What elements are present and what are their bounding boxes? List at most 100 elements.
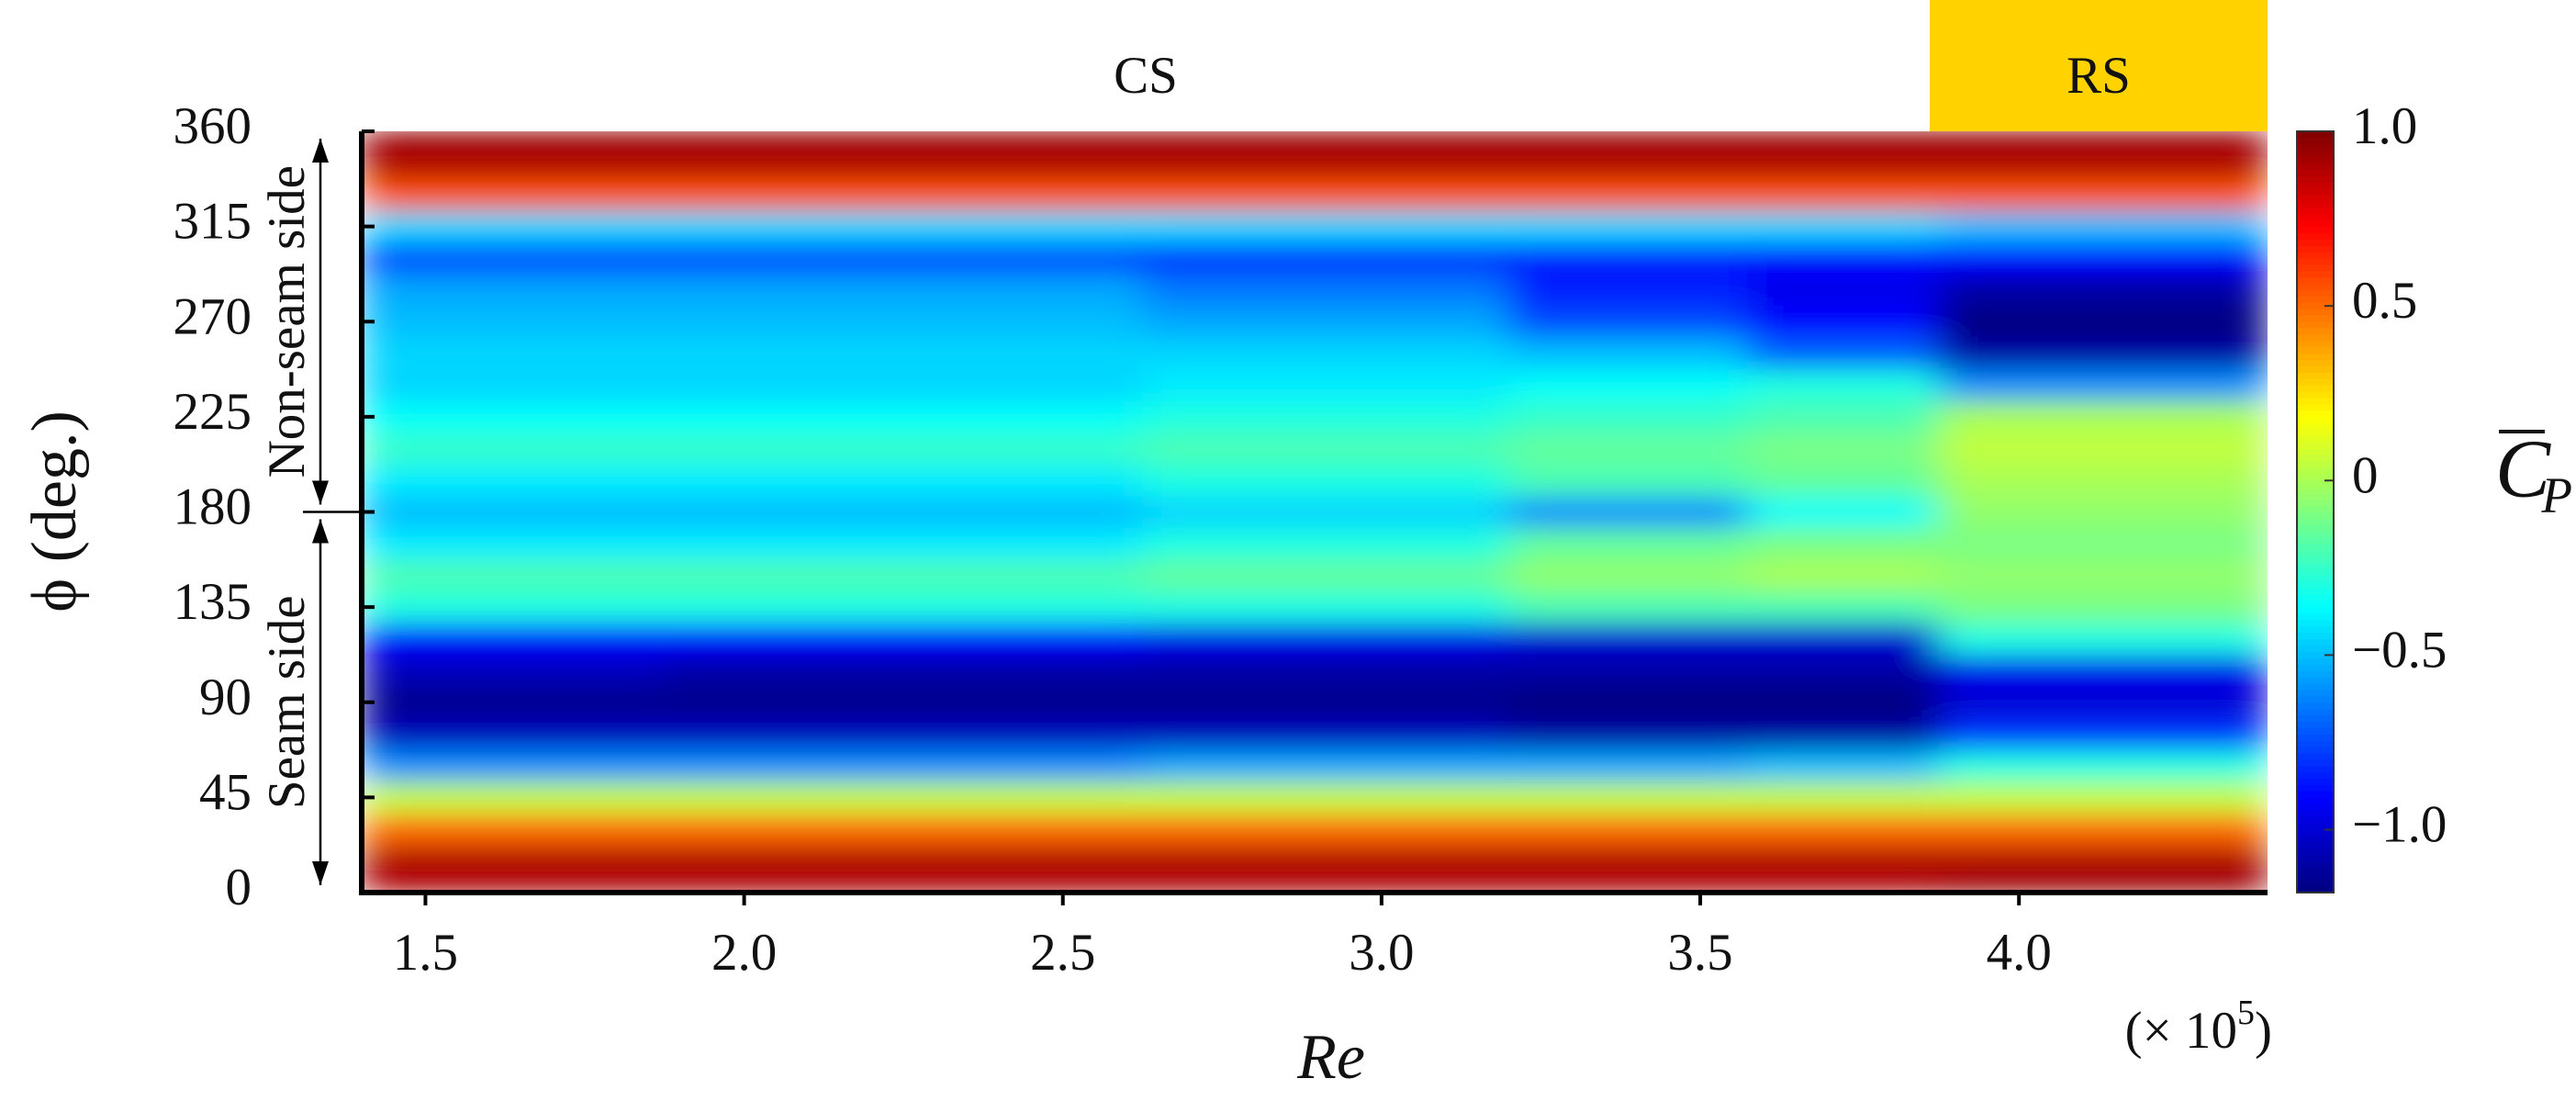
colorbar-swatch — [2297, 314, 2334, 322]
heatmap-cell — [2113, 813, 2268, 846]
y-tick-label: 0 — [226, 859, 252, 916]
colorbar-swatch — [2297, 600, 2334, 608]
colorbar-swatch — [2297, 632, 2334, 640]
heatmap-cell — [2113, 209, 2268, 243]
heatmap-cell — [1747, 685, 1940, 719]
heatmap-cell — [1142, 273, 1510, 307]
y-tick-label: 180 — [174, 478, 252, 536]
heatmap-cell — [362, 400, 666, 433]
heatmap-cell — [2113, 464, 2268, 497]
heatmap-cell — [1747, 495, 1940, 529]
heatmap-cell — [1508, 622, 1749, 656]
heatmap-cell — [1142, 590, 1510, 624]
heatmap-cell — [1747, 242, 1940, 275]
colorbar-swatch — [2297, 346, 2334, 354]
heatmap-cell — [1508, 178, 1749, 211]
heatmap-cell — [664, 622, 1144, 656]
colorbar-swatch — [2297, 580, 2334, 589]
heatmap-cell — [1938, 273, 2115, 307]
heatmap-cell — [362, 368, 666, 402]
colorbar-swatch — [2297, 625, 2334, 634]
heatmap-cell — [2113, 527, 2268, 560]
colorbar-swatch — [2297, 619, 2334, 627]
heatmap-cell — [362, 654, 666, 687]
colorbar-swatch — [2297, 187, 2334, 196]
heatmap-cell — [664, 781, 1144, 815]
heatmap-cell — [1938, 622, 2115, 656]
heatmap-cell — [1142, 432, 1510, 466]
heatmap-cell — [1508, 781, 1749, 815]
heatmap-cell — [1508, 131, 1749, 148]
heatmap-cell — [362, 146, 666, 180]
colorbar-swatch — [2297, 130, 2334, 139]
heatmap-cell — [1508, 876, 1749, 893]
heatmap-cell — [1938, 178, 2115, 211]
regime-label: CS — [1114, 47, 1178, 105]
heatmap-cell — [1938, 876, 2115, 893]
colorbar-swatch — [2297, 156, 2334, 164]
heatmap-cell — [2113, 432, 2268, 466]
heatmap-cell — [1938, 400, 2115, 433]
heatmap-cell — [1508, 432, 1749, 466]
colorbar-swatch — [2297, 372, 2334, 379]
heatmap-cell — [362, 242, 666, 275]
heatmap-cell — [2113, 876, 2268, 893]
heatmap-cell — [1747, 273, 1940, 307]
heatmap-cell — [1142, 495, 1510, 529]
heatmap-cell — [1142, 844, 1510, 878]
colorbar-swatch — [2297, 676, 2334, 684]
heatmap-cell — [1508, 337, 1749, 370]
y-tick-label: 270 — [174, 287, 252, 345]
heatmap-cell — [664, 242, 1144, 275]
heatmap-cell — [1938, 654, 2115, 687]
arrow-head — [312, 139, 329, 163]
heatmap-cell — [362, 685, 666, 719]
heatmap-cell — [362, 844, 666, 878]
colorbar-swatch — [2297, 492, 2334, 500]
colorbar-swatch — [2297, 530, 2334, 538]
heatmap-cell — [2113, 781, 2268, 815]
heatmap-cell — [2113, 131, 2268, 148]
colorbar-swatch — [2297, 606, 2334, 614]
colorbar-tick-label: 0.5 — [2352, 272, 2417, 330]
heatmap-cell — [1142, 242, 1510, 275]
colorbar-swatch — [2297, 244, 2334, 253]
heatmap-cell — [664, 876, 1144, 893]
heatmap-cell — [1747, 305, 1940, 339]
x-multiplier: (× 105) — [2125, 994, 2272, 1060]
colorbar-swatch — [2297, 447, 2334, 455]
colorbar-swatch — [2297, 238, 2334, 246]
colorbar-swatch — [2297, 803, 2334, 811]
regime-label: RS — [2066, 47, 2131, 105]
colorbar-swatch — [2297, 536, 2334, 545]
heatmap-cell — [1747, 527, 1940, 560]
x-tick-label: 2.5 — [1030, 924, 1095, 982]
heatmap-cell — [664, 685, 1144, 719]
heatmap-cell — [2113, 400, 2268, 433]
heatmap-cell — [664, 305, 1144, 339]
colorbar-swatch — [2297, 523, 2334, 532]
colorbar-swatch — [2297, 377, 2334, 386]
colorbar-swatch — [2297, 163, 2334, 170]
heatmap-cell — [362, 558, 666, 592]
heatmap-cell — [1142, 305, 1510, 339]
colorbar-swatch — [2297, 257, 2334, 265]
heatmap-cell — [1142, 368, 1510, 402]
heatmap-cell — [664, 527, 1144, 560]
colorbar-tick-label: 1.0 — [2352, 97, 2417, 155]
heatmap-cell — [664, 590, 1144, 624]
heatmap-cell — [362, 273, 666, 307]
heatmap-cell — [1508, 400, 1749, 433]
colorbar-swatch — [2297, 289, 2334, 298]
heatmap-cell — [1142, 400, 1510, 433]
heatmap-cell — [2113, 749, 2268, 782]
colorbar-swatch — [2297, 758, 2334, 767]
colorbar-swatch — [2297, 137, 2334, 145]
heatmap-cell — [1747, 590, 1940, 624]
heatmap-cell — [2113, 337, 2268, 370]
colorbar-tick-label: 0 — [2352, 446, 2379, 504]
heatmap-cell — [664, 558, 1144, 592]
heatmap-cell — [1747, 337, 1940, 370]
colorbar-swatch — [2297, 174, 2334, 183]
heatmap-cell — [664, 749, 1144, 782]
